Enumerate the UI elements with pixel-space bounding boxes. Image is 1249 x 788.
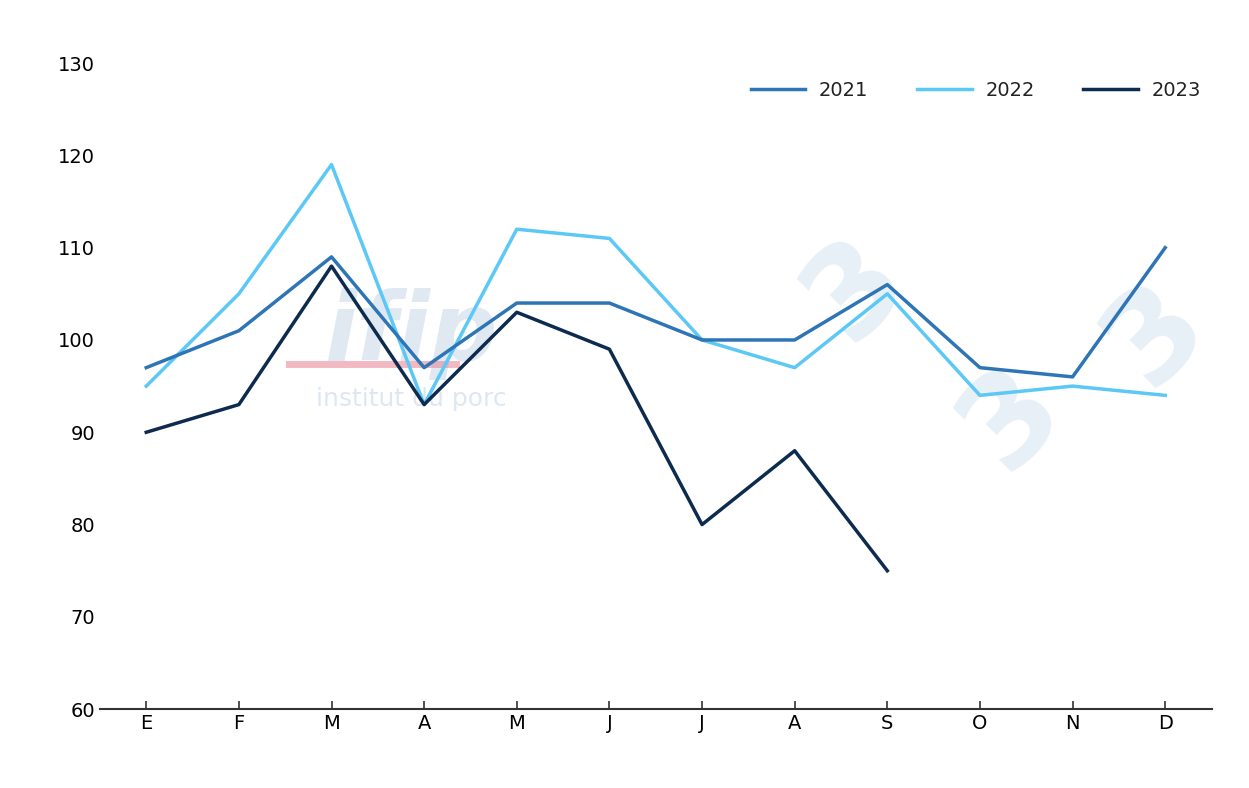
2022 [417, 400, 432, 409]
2023 [879, 566, 894, 575]
2021 [879, 280, 894, 289]
2023 [602, 344, 617, 354]
2021 [787, 335, 802, 344]
Line: 2023: 2023 [146, 266, 887, 571]
2023 [139, 428, 154, 437]
2021 [1158, 243, 1173, 252]
Text: 3: 3 [782, 216, 929, 362]
2022 [694, 335, 709, 344]
2021 [231, 326, 246, 336]
2023 [787, 446, 802, 455]
Line: 2021: 2021 [146, 247, 1165, 377]
2021 [139, 363, 154, 373]
Text: 3: 3 [938, 345, 1085, 492]
2023 [231, 400, 246, 409]
2023 [510, 307, 525, 317]
Text: ifip: ifip [325, 288, 498, 381]
2022 [510, 225, 525, 234]
2021 [602, 299, 617, 308]
Text: 3: 3 [1083, 261, 1229, 408]
2021 [1065, 372, 1080, 381]
2022 [1158, 391, 1173, 400]
Legend: 2021, 2022, 2023: 2021, 2022, 2023 [743, 72, 1208, 107]
Line: 2022: 2022 [146, 165, 1165, 404]
2022 [323, 160, 338, 169]
2022 [139, 381, 154, 391]
2021 [510, 299, 525, 308]
2022 [787, 363, 802, 373]
2021 [417, 363, 432, 373]
2023 [323, 262, 338, 271]
Text: institut du porc: institut du porc [316, 387, 507, 411]
2023 [694, 520, 709, 530]
2022 [879, 289, 894, 299]
2022 [231, 289, 246, 299]
2021 [973, 363, 988, 373]
2022 [973, 391, 988, 400]
2022 [1065, 381, 1080, 391]
2021 [323, 252, 338, 262]
2023 [417, 400, 432, 409]
2022 [602, 234, 617, 243]
2021 [694, 335, 709, 344]
